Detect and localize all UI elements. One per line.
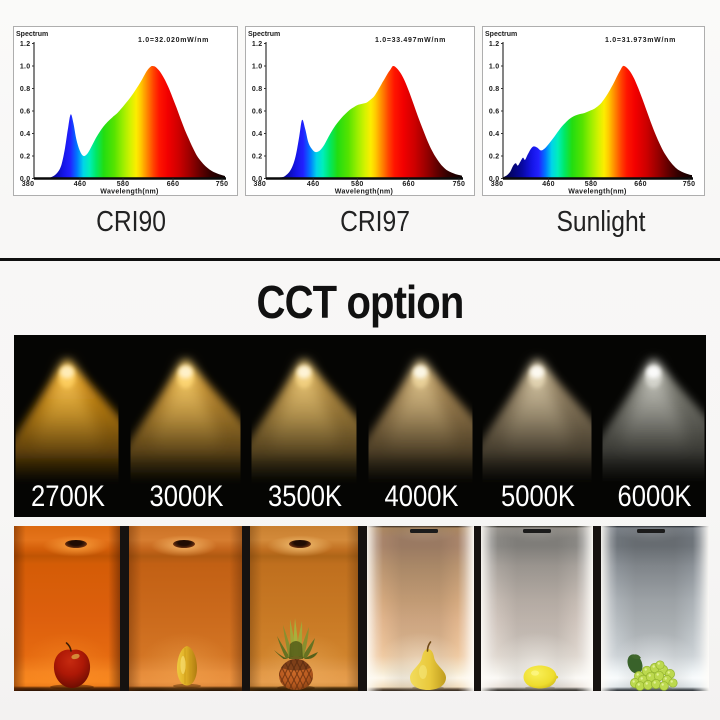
svg-text:1.0=33.497mW/nm: 1.0=33.497mW/nm [375, 37, 446, 44]
svg-text:0.4: 0.4 [252, 131, 263, 138]
svg-text:380: 380 [22, 181, 35, 188]
svg-text:1.0=32.020mW/nm: 1.0=32.020mW/nm [138, 37, 209, 44]
svg-text:1.0: 1.0 [252, 64, 263, 71]
svg-text:0.0: 0.0 [252, 176, 263, 183]
svg-text:580: 580 [351, 181, 364, 188]
svg-text:580: 580 [585, 181, 598, 188]
svg-text:5000K: 5000K [501, 480, 575, 513]
svg-text:460: 460 [542, 181, 555, 188]
svg-text:660: 660 [167, 181, 180, 188]
svg-text:380: 380 [254, 181, 267, 188]
svg-text:Wavelength(nm): Wavelength(nm) [568, 189, 626, 196]
svg-text:Spectrum: Spectrum [248, 31, 280, 38]
svg-text:580: 580 [117, 181, 130, 188]
svg-text:1.2: 1.2 [489, 41, 500, 48]
svg-text:4000K: 4000K [385, 480, 459, 513]
svg-text:6000K: 6000K [618, 480, 692, 513]
svg-text:0.4: 0.4 [489, 131, 500, 138]
svg-text:Wavelength(nm): Wavelength(nm) [335, 189, 393, 196]
svg-text:380: 380 [491, 181, 504, 188]
svg-text:0.2: 0.2 [20, 154, 31, 161]
svg-text:2700K: 2700K [31, 480, 105, 513]
svg-text:1.0: 1.0 [20, 64, 31, 71]
svg-text:0.0: 0.0 [20, 176, 31, 183]
svg-text:3000K: 3000K [150, 480, 224, 513]
svg-text:1.0=31.973mW/nm: 1.0=31.973mW/nm [605, 37, 676, 44]
svg-text:750: 750 [683, 181, 696, 188]
svg-text:0.6: 0.6 [20, 109, 31, 116]
svg-text:3500K: 3500K [268, 480, 342, 513]
svg-text:0.2: 0.2 [252, 154, 263, 161]
svg-text:Wavelength(nm): Wavelength(nm) [100, 189, 158, 196]
svg-text:460: 460 [74, 181, 87, 188]
svg-text:1.2: 1.2 [20, 41, 31, 48]
svg-text:0.6: 0.6 [489, 109, 500, 116]
svg-text:0.8: 0.8 [252, 86, 263, 93]
svg-text:750: 750 [216, 181, 229, 188]
svg-text:750: 750 [453, 181, 466, 188]
svg-text:0.4: 0.4 [20, 131, 31, 138]
svg-text:Spectrum: Spectrum [16, 31, 48, 38]
svg-text:1.2: 1.2 [252, 41, 263, 48]
svg-text:0.8: 0.8 [489, 86, 500, 93]
svg-text:460: 460 [307, 181, 320, 188]
svg-text:Spectrum: Spectrum [485, 31, 517, 38]
svg-text:660: 660 [634, 181, 647, 188]
svg-text:0.8: 0.8 [20, 86, 31, 93]
svg-text:660: 660 [402, 181, 415, 188]
svg-text:0.2: 0.2 [489, 154, 500, 161]
svg-text:0.0: 0.0 [489, 176, 500, 183]
svg-text:0.6: 0.6 [252, 109, 263, 116]
svg-text:1.0: 1.0 [489, 64, 500, 71]
